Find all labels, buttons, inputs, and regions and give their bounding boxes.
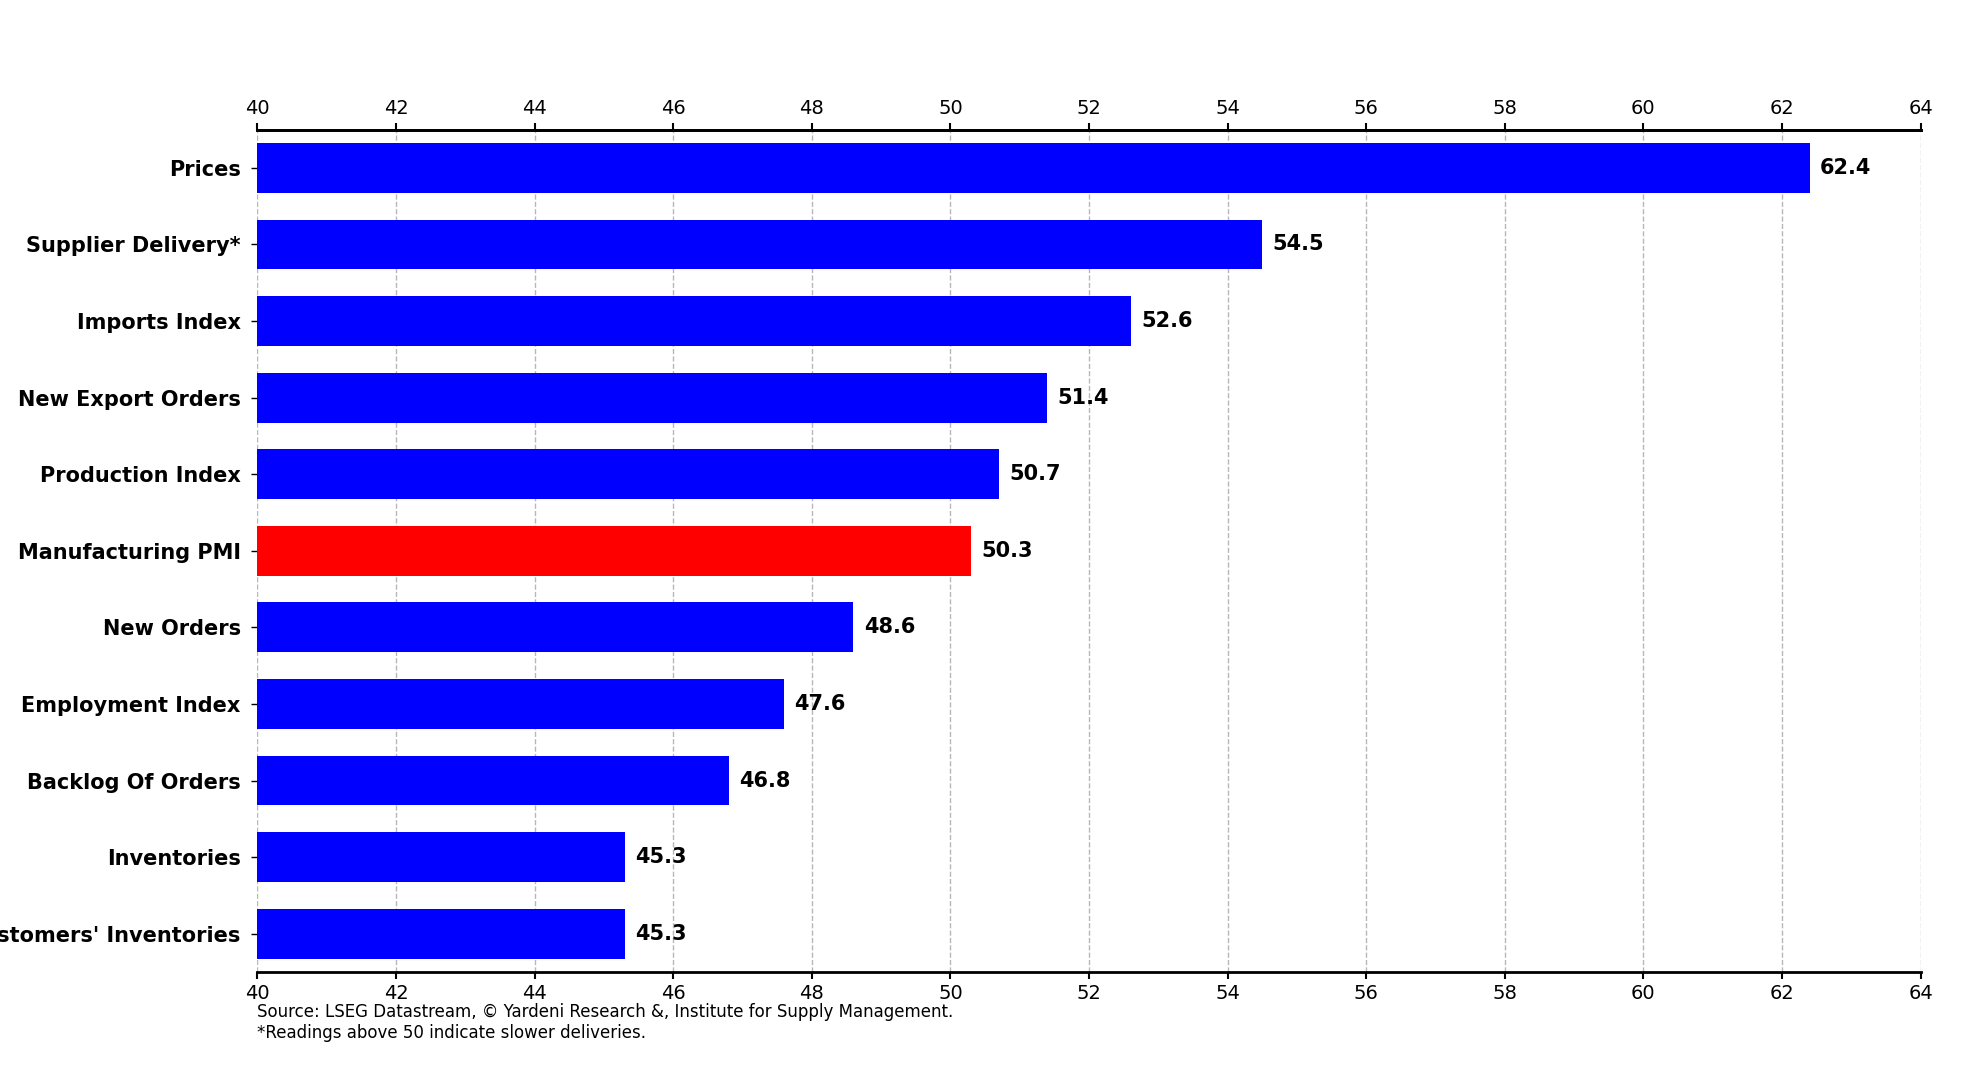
Text: 62.4: 62.4 <box>1820 158 1871 178</box>
Text: 47.6: 47.6 <box>794 694 845 714</box>
Text: 45.3: 45.3 <box>636 847 687 867</box>
Bar <box>257 756 729 806</box>
Bar <box>257 219 1263 269</box>
Bar <box>257 449 1000 499</box>
Text: 48.6: 48.6 <box>863 618 915 637</box>
Bar <box>257 373 1047 422</box>
Bar <box>257 526 970 576</box>
Bar <box>257 296 1131 346</box>
Text: 54.5: 54.5 <box>1273 234 1325 255</box>
Bar <box>257 909 624 959</box>
Bar <box>257 603 853 652</box>
Text: 52.6: 52.6 <box>1140 311 1192 332</box>
Text: 45.3: 45.3 <box>636 923 687 944</box>
Text: 50.3: 50.3 <box>982 541 1034 561</box>
Bar <box>257 143 1810 192</box>
Text: 50.7: 50.7 <box>1010 464 1061 484</box>
Text: MANUFACTURING PMI AT A GLACE: MANUFACTURING PMI AT A GLACE <box>22 23 550 51</box>
Text: 46.8: 46.8 <box>739 770 790 791</box>
Bar <box>257 679 784 729</box>
Bar <box>257 833 624 882</box>
Text: (index, sa, monthly, February): (index, sa, monthly, February) <box>22 70 378 94</box>
Text: 51.4: 51.4 <box>1057 388 1109 407</box>
Text: Source: LSEG Datastream, © Yardeni Research &, Institute for Supply Management.
: Source: LSEG Datastream, © Yardeni Resea… <box>257 1003 954 1042</box>
